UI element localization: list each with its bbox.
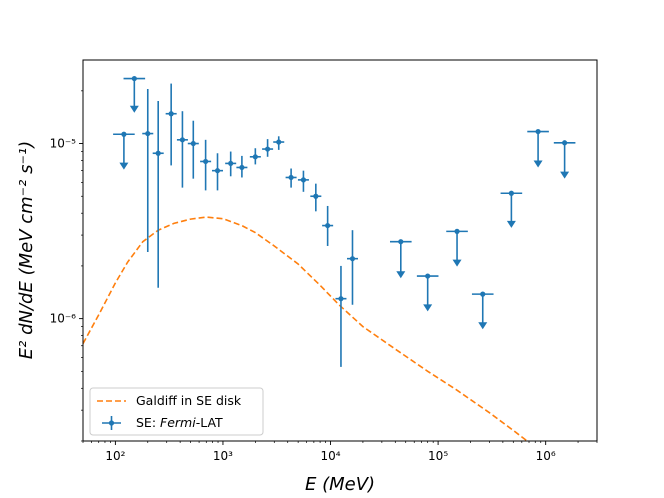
fermi-upper-limit xyxy=(416,273,439,312)
legend-data-label: SE: Fermi-LAT xyxy=(136,415,223,430)
fermi-data-point xyxy=(152,100,164,288)
galdiff-model-line xyxy=(83,216,529,441)
fermi-data-point xyxy=(249,148,261,165)
legend-box xyxy=(89,387,264,436)
fermi-data-point xyxy=(142,88,154,253)
fermi-data-point xyxy=(176,111,188,188)
fermi-data-point xyxy=(200,139,212,191)
x-tick-label: 10⁴ xyxy=(320,449,340,463)
fermi-data-point xyxy=(236,155,248,178)
plot-frame xyxy=(82,59,598,442)
fermi-upper-limit xyxy=(553,140,576,179)
fermi-data-point xyxy=(273,136,285,150)
x-axis-label: E (MeV) xyxy=(305,474,375,495)
fermi-upper-limit xyxy=(471,291,494,330)
y-tick-label: 10⁻⁶ xyxy=(50,312,77,326)
fermi-data-point xyxy=(187,120,199,179)
y-axis-label: E² dN/dE (MeV cm⁻² s⁻¹) xyxy=(16,141,37,359)
fermi-data-point xyxy=(346,230,358,305)
fermi-data-point xyxy=(310,183,322,212)
fermi-data-point xyxy=(165,83,177,166)
legend-model-label: Galdiff in SE disk xyxy=(136,393,242,408)
fermi-data-point xyxy=(212,153,224,191)
legend: Galdiff in SE disk SE: Fermi-LAT xyxy=(89,387,264,436)
legend-data-swatch xyxy=(102,416,121,430)
fermi-data-point xyxy=(285,168,297,188)
fermi-data-point xyxy=(297,170,309,192)
x-tick-label: 10⁶ xyxy=(536,449,556,463)
plot-area xyxy=(83,60,597,441)
fermi-data-point xyxy=(262,139,274,157)
fermi-data-point xyxy=(335,265,347,367)
fermi-upper-limit xyxy=(500,190,523,228)
x-tick-label: 10⁵ xyxy=(428,449,448,463)
fermi-upper-limit xyxy=(527,128,549,168)
fermi-data-point xyxy=(322,205,334,246)
fermi-upper-limit xyxy=(113,131,135,170)
fermi-upper-limit xyxy=(446,228,468,267)
x-tick-label: 10³ xyxy=(213,449,233,463)
fermi-upper-limit xyxy=(123,75,146,113)
fermi-upper-limit xyxy=(389,239,412,279)
y-tick-label: 10⁻⁵ xyxy=(50,137,77,151)
fermi-data-point xyxy=(225,151,237,177)
x-tick-label: 10² xyxy=(105,449,125,463)
